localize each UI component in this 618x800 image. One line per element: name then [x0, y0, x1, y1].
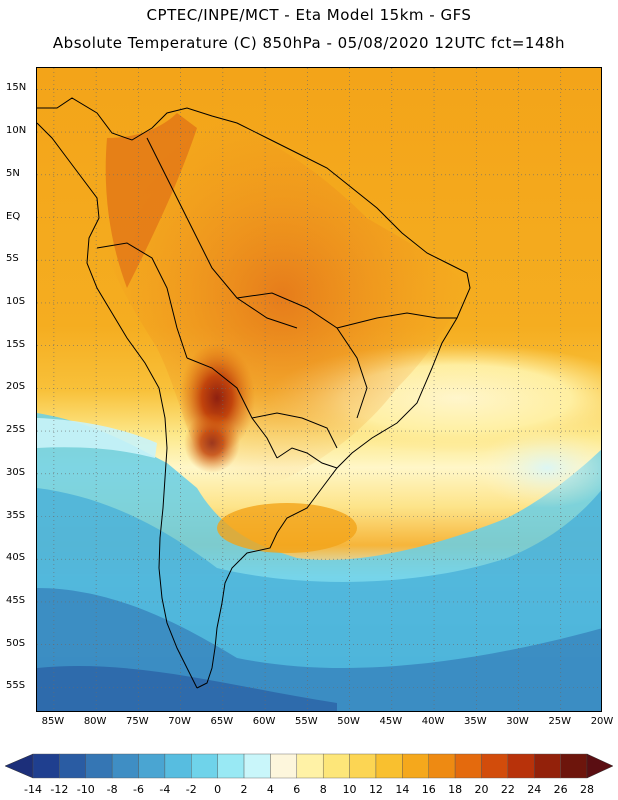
colorbar-cell [111, 753, 139, 779]
warm-plume [217, 503, 357, 553]
colorbar-tick-label: -14 [24, 783, 42, 796]
colorbar-tick-label: 6 [293, 783, 301, 796]
lat-label: 50S [6, 637, 26, 649]
lat-label: EQ [6, 210, 21, 222]
lat-label: 40S [6, 552, 26, 564]
lon-label: 85W [41, 716, 65, 727]
lat-label: 35S [6, 509, 26, 521]
colorbar-cell [375, 753, 403, 779]
colorbar-tick-label: 10 [342, 783, 357, 796]
colorbar-cell [85, 753, 113, 779]
lat-label: 25S [6, 424, 26, 436]
lat-label: 15N [6, 82, 27, 94]
colorbar-cell [481, 753, 509, 779]
colorbar-cell [191, 753, 218, 779]
colorbar-cell [322, 753, 350, 779]
colorbar-tick-label: 18 [448, 783, 463, 796]
lat-label: 10S [6, 295, 26, 307]
lat-label: 20S [6, 381, 26, 393]
coastline [37, 97, 471, 689]
lat-label: 30S [6, 466, 26, 478]
colorbar-cell [560, 753, 588, 779]
colorbar-cell [296, 753, 324, 779]
lat-label: 45S [6, 594, 26, 606]
colorbar-tick-label: -2 [185, 783, 197, 796]
colorbar-cell [138, 753, 166, 779]
lon-label: 25W [548, 716, 572, 727]
lat-label: 10N [6, 125, 27, 137]
lon-label: 30W [506, 716, 529, 727]
colorbar-tick-label: 16 [421, 783, 436, 796]
hot-spot-south [184, 413, 240, 473]
colorbar-cell [349, 753, 377, 779]
lat-label: 55S [6, 680, 26, 692]
colorbar-cell [59, 753, 86, 779]
lon-label: 60W [252, 716, 276, 727]
lat-label: 5N [6, 167, 20, 179]
colorbar-cell [32, 753, 60, 779]
lon-label: 55W [295, 716, 318, 727]
colorbar-cell [217, 753, 245, 779]
colorbar-tick-label: 14 [395, 783, 410, 796]
lat-label: 15S [6, 338, 26, 350]
lon-label: 75W [126, 716, 149, 727]
colorbar-cell [507, 753, 535, 779]
lon-label: 20W [590, 716, 614, 727]
colorbar-cell [402, 753, 429, 779]
coldest-pocket [37, 666, 337, 711]
colorbar-tick-label: 4 [266, 783, 274, 796]
colorbar-min-arrow [4, 753, 34, 779]
colorbar-tick-label: 12 [368, 783, 383, 796]
colorbar-tick-label: 20 [474, 783, 489, 796]
colorbar-tick-label: -6 [133, 783, 144, 796]
colorbar-tick-label: 2 [240, 783, 248, 796]
colorbar-tick-label: -12 [50, 783, 69, 796]
colorbar-tick-label: -8 [106, 783, 118, 796]
lon-label: 45W [379, 716, 403, 727]
lon-label: 50W [337, 716, 360, 727]
lon-label: 65W [210, 716, 234, 727]
colorbar-tick-label: -10 [76, 783, 95, 796]
colorbar-cell [164, 753, 192, 779]
colorbar-tick-label: 8 [319, 783, 327, 796]
colorbar-cell [270, 753, 298, 779]
colorbar-cell [454, 753, 482, 779]
colorbar-tick-label: 28 [580, 783, 594, 796]
lon-label: 35W [463, 716, 487, 727]
colorbar-cell [534, 753, 561, 779]
lon-label: 40W [421, 716, 445, 727]
colorbar-cell [243, 753, 271, 779]
map-title-field: Absolute Temperature (C) 850hPa - 05/08/… [52, 34, 566, 52]
colorbar-cell [428, 753, 456, 779]
temperature-map [36, 67, 602, 712]
colorbar-tick-label: -4 [159, 783, 171, 796]
colorbar [4, 753, 614, 779]
cool-tongue [37, 418, 157, 458]
lon-label: 70W [168, 716, 191, 727]
lon-label: 80W [83, 716, 107, 727]
lat-label: 5S [6, 253, 19, 265]
colorbar-tick-label: 22 [500, 783, 515, 796]
cool-atlantic-patch [477, 428, 601, 508]
colorbar-tick-label: 24 [527, 783, 542, 796]
map-title-model: CPTEC/INPE/MCT - Eta Model 15km - GFS [146, 6, 472, 24]
colorbar-max-arrow [586, 753, 614, 779]
colorbar-tick-label: 0 [214, 783, 222, 796]
colorbar-tick-label: 26 [553, 783, 568, 796]
